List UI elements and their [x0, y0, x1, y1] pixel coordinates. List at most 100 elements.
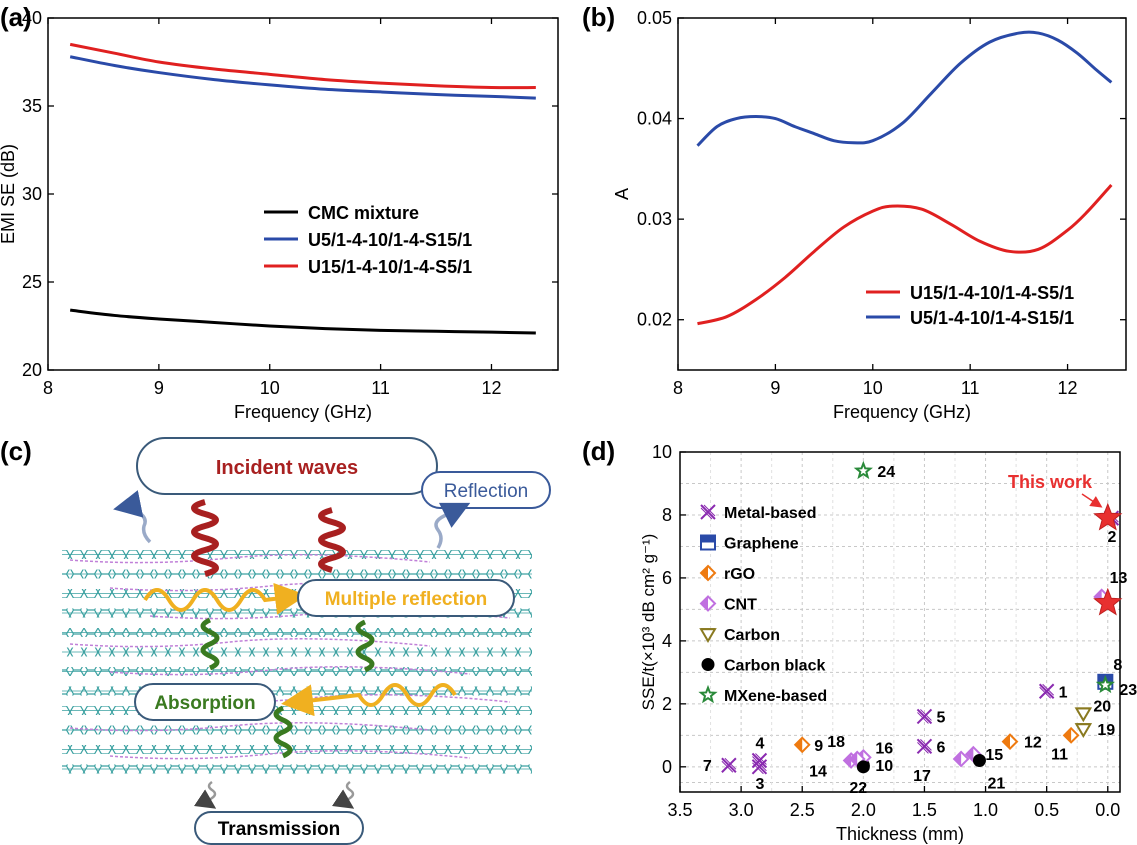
y-tick-label: 35 — [22, 96, 42, 116]
reflection-box: Reflection — [421, 471, 551, 509]
point-label: 13 — [1110, 570, 1128, 587]
point-label: 7 — [703, 758, 712, 775]
data-point — [1074, 707, 1093, 723]
incident-wave-icon — [318, 507, 346, 573]
data-point — [916, 738, 933, 755]
incident-wave-icon — [191, 499, 219, 577]
transmission-box: Transmission — [194, 811, 364, 845]
y-axis-label: SSE/t(×10³ dB cm² g⁻¹) — [639, 534, 658, 711]
legend-label: CNT — [724, 597, 757, 614]
point-label: 16 — [875, 740, 893, 757]
point-label: 8 — [1113, 657, 1122, 674]
data-point — [952, 750, 970, 768]
x-tick-label: 0.5 — [1034, 800, 1059, 820]
x-tick-label: 8 — [43, 378, 53, 398]
legend-label: U15/1-4-10/1-4-S5/1 — [910, 283, 1074, 303]
y-tick-label: 0.03 — [637, 209, 672, 229]
polymer-chain — [69, 638, 431, 648]
point-label: 11 — [1051, 746, 1068, 763]
legend-marker — [700, 534, 716, 551]
y-tick-label: 20 — [22, 360, 42, 380]
data-point — [972, 754, 986, 768]
y-tick-label: 4 — [662, 631, 672, 651]
x-tick-label: 10 — [863, 378, 883, 398]
y-tick-label: 0.02 — [637, 310, 672, 330]
reflected-wave-icon — [113, 490, 152, 544]
point-label: 21 — [987, 776, 1005, 793]
data-point — [1038, 683, 1055, 699]
data-point — [1062, 726, 1080, 744]
data-point — [721, 757, 737, 773]
absorbed-wave-icon — [200, 617, 220, 671]
transmission-label: Transmission — [218, 819, 341, 840]
x-tick-label: 2.0 — [851, 800, 876, 820]
legend-label: Graphene — [724, 536, 799, 553]
reflection-label: Reflection — [444, 481, 529, 502]
x-tick-label: 10 — [260, 378, 280, 398]
chart-absorbance: 8 9 10 11 12 0.02 0.03 0.04 0.05 Frequency (GHz) A… — [612, 8, 1127, 422]
absorption-box: Absorption — [134, 683, 276, 721]
panel-label-a: (a) — [0, 2, 32, 32]
legend-marker — [701, 658, 715, 671]
legend-label: U5/1-4-10/1-4-S15/1 — [910, 308, 1074, 328]
point-label: 20 — [1093, 698, 1111, 715]
data-point — [1074, 723, 1093, 739]
legend-label: U15/1-4-10/1-4-S5/1 — [308, 257, 472, 277]
data-point — [856, 760, 870, 774]
legend-marker — [699, 595, 717, 612]
point-label: 5 — [936, 709, 945, 726]
x-tick-label: 12 — [1058, 378, 1078, 398]
x-tick-label: 0.0 — [1095, 800, 1120, 820]
legend-marker — [699, 564, 717, 582]
transmitted-wave-icon — [331, 780, 355, 809]
y-tick-label: 0.05 — [637, 8, 672, 28]
panel-label-b: (b) — [582, 2, 616, 32]
x-tick-label: 12 — [481, 378, 501, 398]
point-label: 10 — [875, 758, 893, 775]
polymer-chain — [69, 722, 431, 732]
this-work-star — [1093, 587, 1123, 616]
reflected-orange-wave-icon — [281, 683, 457, 717]
x-tick-label: 11 — [961, 378, 980, 398]
series-line — [697, 183, 1113, 326]
legend-marker — [700, 504, 716, 520]
legend-label: U5/1-4-10/1-4-S15/1 — [308, 230, 472, 250]
polymer-chain — [109, 750, 471, 760]
point-label: 18 — [827, 734, 845, 751]
this-work-annotation: This work — [1008, 472, 1093, 492]
y-axis-label: A — [612, 188, 632, 200]
data-point — [853, 460, 873, 480]
shielding-mechanism-diagram: Incident waves Reflection Multiple refle… — [62, 437, 551, 845]
y-axis-label: EMI SE (dB) — [0, 144, 18, 244]
polymer-chain — [109, 582, 471, 592]
plot-frame — [679, 451, 1121, 793]
y-tick-label: 10 — [652, 442, 672, 462]
point-label: 24 — [877, 464, 895, 481]
x-tick-label: 9 — [770, 378, 780, 398]
incident-waves-label: Incident waves — [216, 457, 358, 479]
multiple-reflection-label: Multiple reflection — [325, 589, 488, 610]
legend-marker — [699, 628, 717, 643]
x-axis-label: Frequency (GHz) — [234, 402, 372, 422]
y-tick-label: 6 — [662, 568, 672, 588]
point-label: 4 — [755, 736, 764, 753]
panel-label-c: (c) — [0, 436, 32, 466]
polymer-chain — [69, 554, 431, 564]
x-tick-label: 8 — [673, 378, 683, 398]
point-label: 19 — [1097, 722, 1115, 739]
panel-label-d: (d) — [582, 436, 616, 466]
legend-label: Carbon black — [724, 658, 825, 675]
x-axis-label: Thickness (mm) — [836, 824, 964, 844]
point-label: 1 — [1059, 684, 1068, 701]
x-tick-label: 1.0 — [973, 800, 998, 820]
absorbed-wave-icon — [355, 619, 375, 673]
legend-label: Carbon — [724, 627, 780, 644]
x-tick-label: 3.0 — [729, 800, 754, 820]
data-point — [1001, 733, 1019, 751]
data-point — [751, 752, 768, 769]
x-axis-label: Frequency (GHz) — [833, 402, 971, 422]
chart-sse-thickness: 3.5 3.0 2.5 2.0 1.5 1.0 0.5 0.00246810Thickness… — [639, 442, 1137, 844]
y-tick-label: 40 — [22, 8, 42, 28]
series-line — [69, 55, 536, 100]
legend-label: rGO — [724, 566, 755, 583]
